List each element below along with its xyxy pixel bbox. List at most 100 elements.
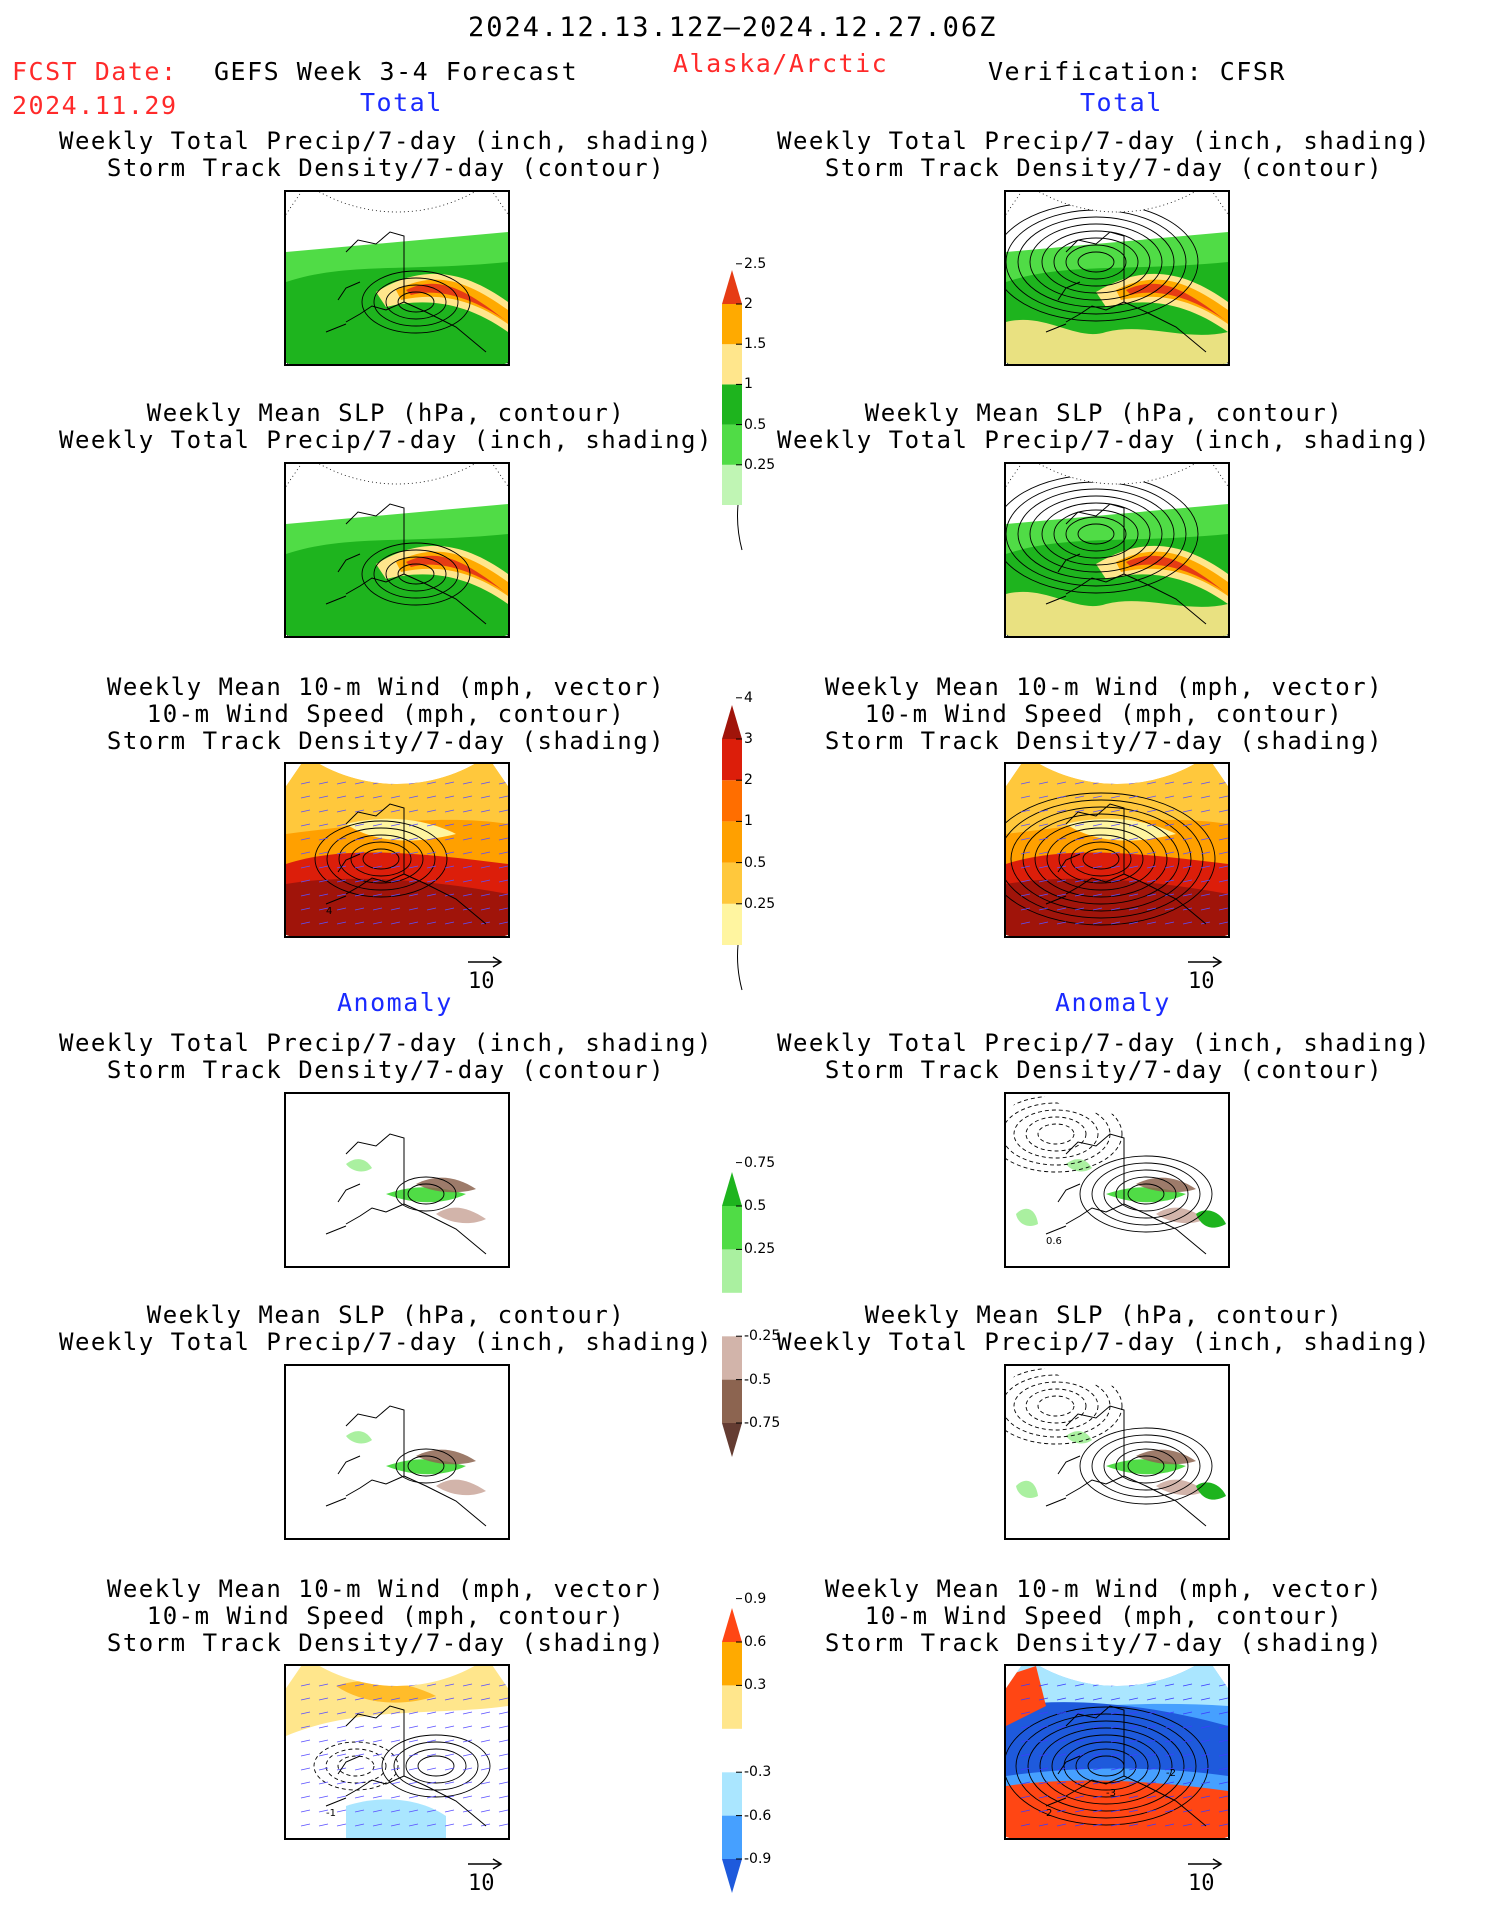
colorbar-tick-label: 0.5 xyxy=(744,1198,767,1214)
map-total-precip-track-cfsr xyxy=(1004,190,1230,366)
caption-slp-precip-anom-left: Weekly Mean SLP (hPa, contour) Weekly Tot… xyxy=(59,1301,713,1356)
contour-label: -1 xyxy=(326,1808,336,1819)
colorbar-tick-label: 0.75 xyxy=(744,1154,776,1171)
colorbar-swatch xyxy=(722,1336,742,1380)
colorbar-svg xyxy=(722,1598,742,1893)
map-anom-slp-precip-gefs xyxy=(284,1364,510,1540)
colorbar-swatch xyxy=(722,821,742,863)
colorbar-tick-label: 3 xyxy=(744,731,753,747)
colorbar-tick-label: 0.3 xyxy=(744,1677,767,1694)
colorbar-tick-label: 0.9 xyxy=(744,1590,767,1607)
map-anom-precip-track-cfsr: 0.6 xyxy=(1004,1092,1230,1268)
caption-wind-track-anom-right: Weekly Mean 10-m Wind (mph, vector) 10-m … xyxy=(824,1575,1384,1657)
caption-precip-track-right: Weekly Total Precip/7-day (inch, shading… xyxy=(777,127,1431,182)
colorbar-swatch xyxy=(722,862,742,904)
map-field xyxy=(1006,192,1228,364)
vector-ref-total-right: 10 xyxy=(1186,955,1226,1000)
contour-label: -2 xyxy=(1166,1768,1176,1779)
colorbar-swatch xyxy=(722,424,742,465)
colorbar-tick-label: 4 xyxy=(744,689,753,706)
section-total-right: Total xyxy=(1080,88,1163,117)
map-anom-precip-track-gefs xyxy=(284,1092,510,1268)
vector-ref-anom-right: 10 xyxy=(1186,1857,1226,1902)
colorbar-swatch xyxy=(722,1172,742,1206)
colorbar-track-total: 0.25 0.5 1 2 3 4 xyxy=(722,690,775,991)
verification-title: Verification: CFSR xyxy=(988,57,1286,86)
colorbar-tick-label: 2 xyxy=(744,296,753,312)
map-field xyxy=(286,192,508,364)
region-title: Alaska/Arctic xyxy=(673,49,889,78)
map-anom-slp-precip-cfsr xyxy=(1004,1364,1230,1540)
colorbar-swatch xyxy=(722,739,742,781)
caption-wind-track-left: Weekly Mean 10-m Wind (mph, vector) 10-m … xyxy=(106,673,666,755)
caption-precip-track-anom-right: Weekly Total Precip/7-day (inch, shading… xyxy=(777,1029,1431,1084)
caption-precip-track-anom-left: Weekly Total Precip/7-day (inch, shading… xyxy=(59,1029,713,1084)
colorbar-tick-label: 0.25 xyxy=(744,456,776,473)
colorbar-swatch xyxy=(722,1206,742,1250)
colorbar-swatch xyxy=(722,780,742,822)
colorbar-tick-label: 1 xyxy=(744,813,753,830)
colorbar-precip-total: 0.25 0.5 1 1.5 2 2.5 xyxy=(722,256,775,551)
colorbar-swatch xyxy=(722,1772,742,1816)
colorbar-tick-label: 2.5 xyxy=(744,255,767,272)
colorbar-swatch xyxy=(722,464,742,505)
map-field xyxy=(1006,1366,1228,1538)
colorbar-swatch xyxy=(722,1685,742,1729)
vector-ref-label: 10 xyxy=(1188,1871,1215,1896)
colorbar-track-anomaly: -0.9 -0.6 -0.3 0.3 0.6 0.9 xyxy=(722,1591,771,1893)
caption-slp-precip-left: Weekly Mean SLP (hPa, contour) Weekly Tot… xyxy=(59,399,713,454)
colorbar-swatch xyxy=(722,384,742,425)
colorbar-tick-label: 1 xyxy=(744,376,753,393)
map-anom-wind-track-gefs: -1 xyxy=(284,1664,510,1840)
contour-label: 2 xyxy=(1046,1808,1052,1819)
colorbar-swatch xyxy=(722,1249,742,1293)
colorbar-swatch xyxy=(722,1292,742,1337)
colorbar-swatch xyxy=(722,903,742,945)
colorbar-tick-label: -0.75 xyxy=(744,1415,781,1431)
colorbar-precip-anomaly: -0.75 -0.5 -0.25 0.25 0.5 0.75 xyxy=(722,1155,780,1457)
colorbar-tick-label: -0.9 xyxy=(744,1851,772,1867)
product-title: GEFS Week 3-4 Forecast xyxy=(214,57,579,86)
map-field xyxy=(286,464,508,636)
contour-label: 0.6 xyxy=(1046,1236,1062,1247)
colorbar-swatch xyxy=(722,1815,742,1859)
map-field xyxy=(1006,464,1228,636)
colorbar-swatch xyxy=(722,1642,742,1686)
vector-ref-anom-left: 10 xyxy=(466,1857,506,1902)
colorbar-tick-label: 0.5 xyxy=(744,416,767,433)
section-anomaly-left: Anomaly xyxy=(337,988,453,1017)
colorbar-svg xyxy=(722,697,743,991)
map-total-wind-track-cfsr xyxy=(1004,762,1230,938)
caption-wind-track-anom-left: Weekly Mean 10-m Wind (mph, vector) 10-m … xyxy=(106,1575,666,1657)
colorbar-tick-label: 1.5 xyxy=(744,336,767,353)
vector-ref-arrow xyxy=(468,1858,503,1870)
valid-period: 2024.12.13.12Z–2024.12.27.06Z xyxy=(468,12,998,43)
vector-ref-arrow xyxy=(1188,956,1223,968)
colorbar-tick-label: 2 xyxy=(744,772,753,789)
map-field: 2 -3 -2 xyxy=(1006,1666,1228,1838)
colorbar-swatch xyxy=(722,1423,742,1457)
colorbar-tick-label: 0.25 xyxy=(744,1241,776,1258)
caption-slp-precip-right: Weekly Mean SLP (hPa, contour) Weekly Tot… xyxy=(777,399,1431,454)
colorbar-svg xyxy=(722,263,743,551)
colorbar-tick-label: 0.6 xyxy=(744,1634,767,1650)
colorbar-tick-label: -0.6 xyxy=(744,1807,772,1824)
colorbar-svg xyxy=(722,1162,742,1457)
contour-label: -3 xyxy=(1106,1788,1116,1799)
caption-wind-track-right: Weekly Mean 10-m Wind (mph, vector) 10-m … xyxy=(824,673,1384,755)
colorbar-tick-label: 0.25 xyxy=(744,895,776,912)
colorbar-swatch xyxy=(722,270,742,304)
map-total-precip-track-gefs xyxy=(284,190,510,366)
colorbar-tick-label: -0.25 xyxy=(744,1328,781,1345)
vector-ref-label: 10 xyxy=(468,1871,495,1896)
caption-precip-track-left: Weekly Total Precip/7-day (inch, shading… xyxy=(59,127,713,182)
vector-ref-arrow xyxy=(1188,1858,1223,1870)
colorbar-tick-label: 0.5 xyxy=(744,854,767,871)
colorbar-swatch xyxy=(722,705,742,739)
fcst-date-label: FCST Date: xyxy=(12,57,178,86)
colorbar-tick-label: -0.3 xyxy=(744,1764,772,1781)
colorbar-swatch xyxy=(722,304,742,345)
contour-label: 4 xyxy=(326,906,332,917)
colorbar-swatch xyxy=(722,1859,742,1893)
map-field xyxy=(1006,764,1228,936)
